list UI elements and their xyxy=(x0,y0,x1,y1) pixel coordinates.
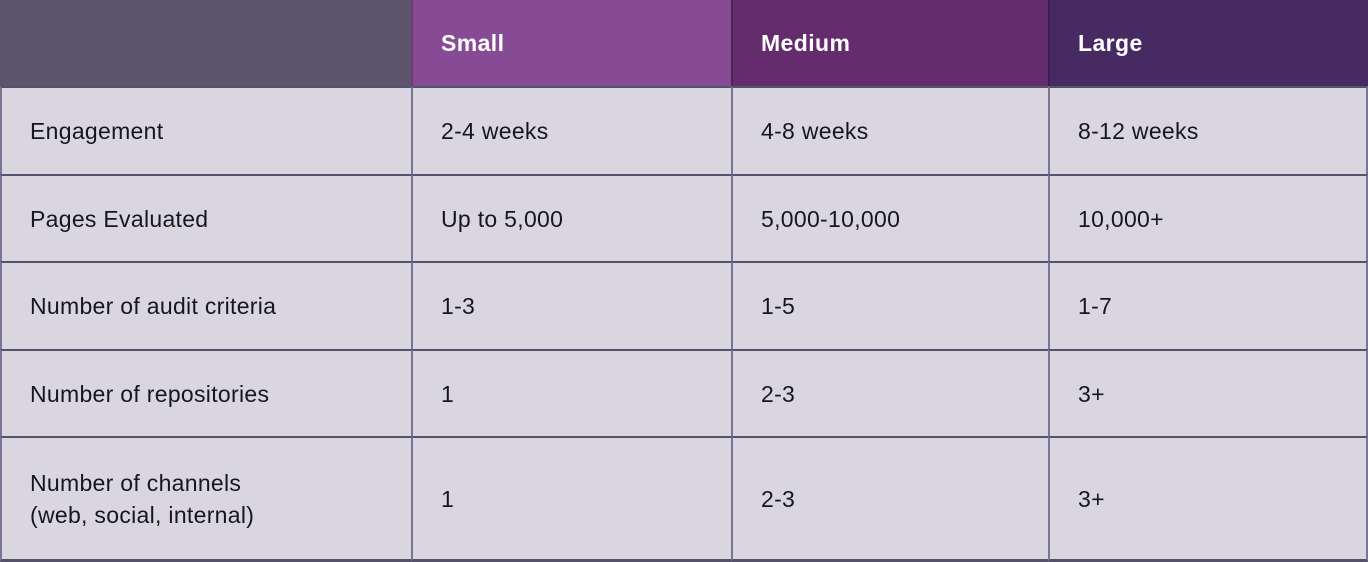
cell-value-text: 1-7 xyxy=(1078,293,1113,319)
cell-channels-medium: 2-3 xyxy=(731,436,1048,562)
cell-criteria-medium: 1-5 xyxy=(731,261,1048,349)
cell-value-text: 2-3 xyxy=(761,485,796,512)
cell-value-text: 1 xyxy=(441,380,455,407)
row-label-audit-criteria: Number of audit criteria xyxy=(0,261,411,349)
cell-engagement-medium: 4-8 weeks xyxy=(731,86,1048,174)
row-label-text-line2: (web, social, internal) xyxy=(30,501,255,528)
row-label-text: Pages Evaluated xyxy=(30,205,209,232)
header-label-medium: Medium xyxy=(761,29,851,56)
cell-engagement-small: 2-4 weeks xyxy=(411,86,731,174)
cell-channels-small: 1 xyxy=(411,436,731,562)
row-label-repositories: Number of repositories xyxy=(0,349,411,436)
cell-value-text: 1 xyxy=(441,485,455,512)
header-label-large: Large xyxy=(1078,29,1143,56)
row-label-text: Number of channels xyxy=(30,469,242,496)
row-label-channels: Number of channels (web, social, interna… xyxy=(0,436,411,562)
cell-channels-large: 3+ xyxy=(1048,436,1368,562)
cell-value-text: 5,000-10,000 xyxy=(761,205,901,232)
row-label-engagement: Engagement xyxy=(0,86,411,174)
header-cell-blank xyxy=(0,0,411,86)
cell-repositories-medium: 2-3 xyxy=(731,349,1048,436)
cell-value-text: 10,000+ xyxy=(1078,205,1164,232)
header-cell-small: Small xyxy=(411,0,731,86)
cell-pages-medium: 5,000-10,000 xyxy=(731,174,1048,261)
cell-value-text: 3+ xyxy=(1078,380,1105,407)
cell-value-text: 2-4 weeks xyxy=(441,118,549,144)
cell-value-text: 8-12 weeks xyxy=(1078,118,1199,144)
cell-criteria-small: 1-3 xyxy=(411,261,731,349)
cell-criteria-large: 1-7 xyxy=(1048,261,1368,349)
cell-value-text: 1-5 xyxy=(761,293,796,319)
row-label-text: Engagement xyxy=(30,118,164,144)
cell-value-text: Up to 5,000 xyxy=(441,205,564,232)
cell-value-text: 3+ xyxy=(1078,485,1105,512)
cell-value-text: 4-8 weeks xyxy=(761,118,869,144)
cell-repositories-small: 1 xyxy=(411,349,731,436)
cell-engagement-large: 8-12 weeks xyxy=(1048,86,1368,174)
cell-repositories-large: 3+ xyxy=(1048,349,1368,436)
header-cell-medium: Medium xyxy=(731,0,1048,86)
cell-value-text: 1-3 xyxy=(441,293,476,319)
cell-pages-large: 10,000+ xyxy=(1048,174,1368,261)
header-label-small: Small xyxy=(441,29,505,56)
cell-value-text: 2-3 xyxy=(761,380,796,407)
row-label-text: Number of repositories xyxy=(30,380,270,407)
row-label-pages-evaluated: Pages Evaluated xyxy=(0,174,411,261)
cell-pages-small: Up to 5,000 xyxy=(411,174,731,261)
header-cell-large: Large xyxy=(1048,0,1368,86)
row-label-text: Number of audit criteria xyxy=(30,293,277,319)
